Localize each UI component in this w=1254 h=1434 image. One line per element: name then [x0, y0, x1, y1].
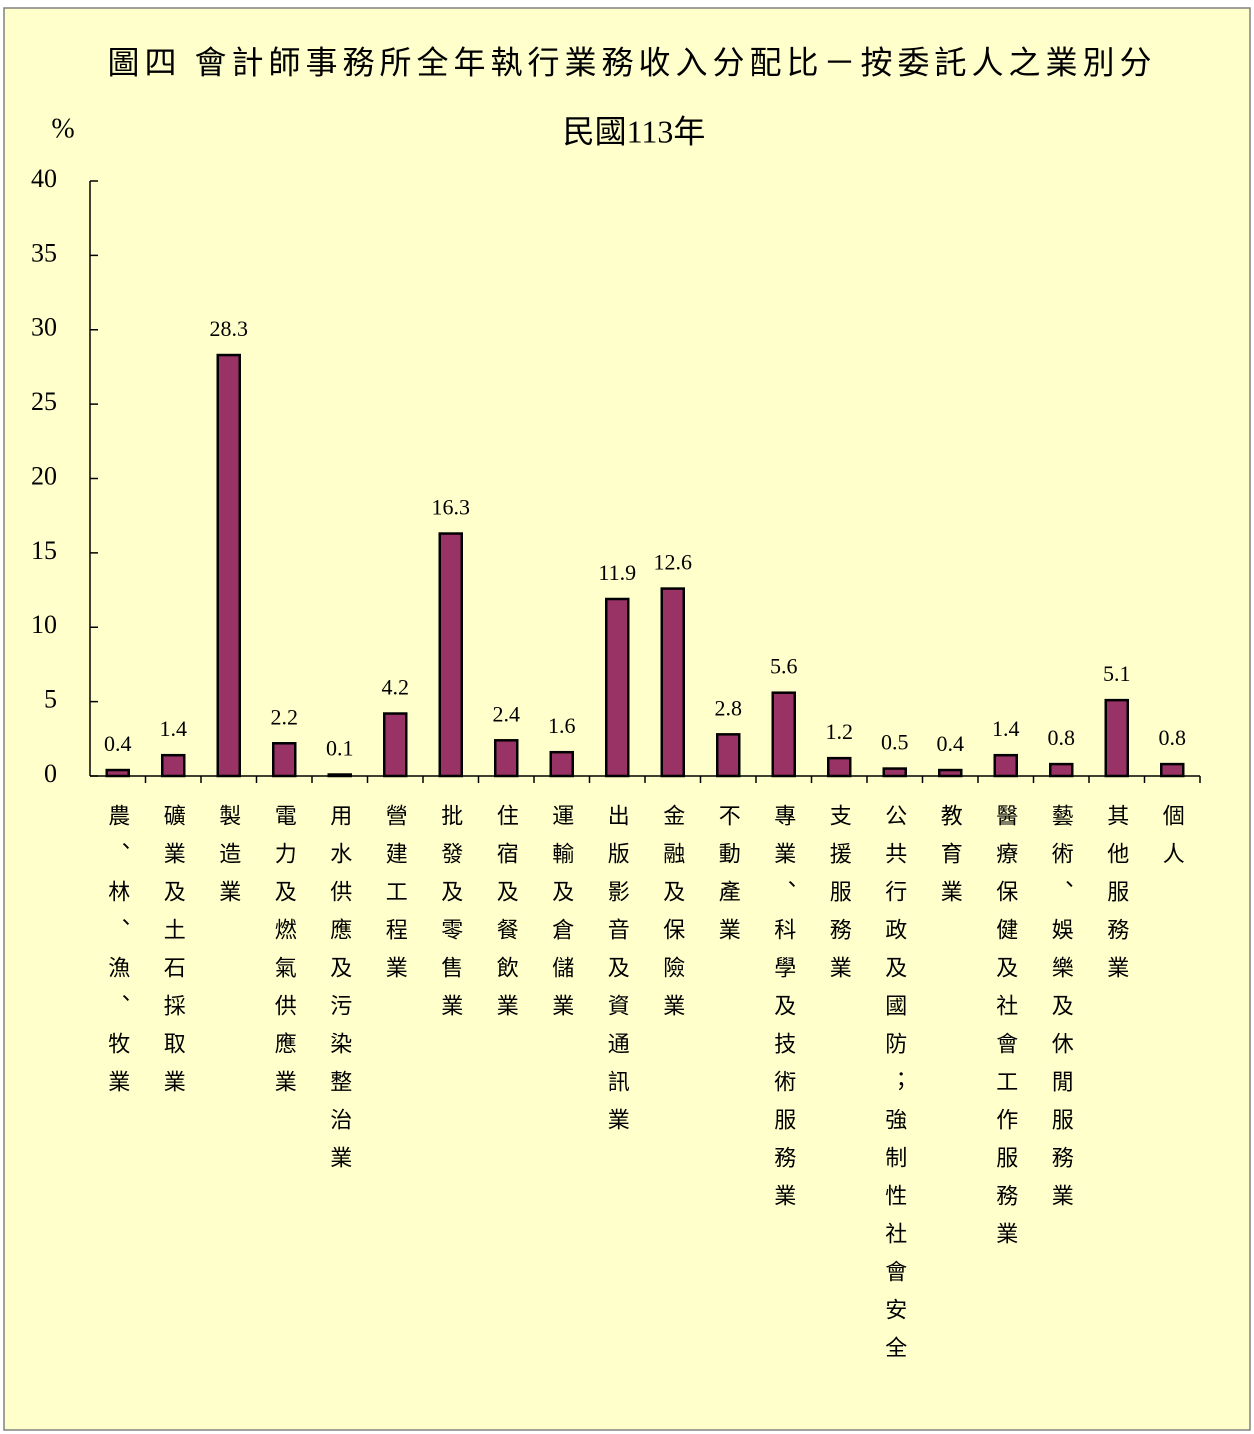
value-label: 2.2: [271, 704, 299, 729]
value-label: 0.8: [1048, 725, 1076, 750]
bar: [327, 773, 352, 778]
y-tick-label: 10: [31, 610, 57, 639]
value-label: 28.3: [210, 316, 249, 341]
y-tick-label: 0: [44, 759, 57, 788]
x-tick-label: 製造業: [216, 804, 241, 918]
value-label: 0.1: [326, 736, 354, 761]
bar: [1104, 698, 1129, 778]
bar: [216, 353, 241, 778]
y-tick-label: 20: [31, 461, 57, 490]
x-tick-label: 用水供應及污染整治業: [327, 804, 352, 1184]
x-tick-label: 個人: [1160, 804, 1185, 880]
x-tick-label: 電力及燃氣供應業: [272, 804, 297, 1108]
x-tick-label: 專業、科學及技術服務業: [771, 804, 796, 1222]
chart-title: 圖四 會計師事務所全年執行業務收入分配比－按委託人之業別分: [107, 44, 1156, 80]
bar: [827, 756, 852, 778]
x-tick-label: 藝術、娛樂及休閒服務業: [1049, 804, 1074, 1222]
value-label: 16.3: [432, 495, 471, 520]
bar: [438, 532, 463, 778]
bar: [1160, 762, 1185, 778]
x-tick-label: 醫療保健及社會工作服務業: [993, 804, 1018, 1260]
bar: [660, 587, 685, 778]
x-tick-label: 住宿及餐飲業: [494, 804, 519, 1032]
bar: [105, 768, 130, 778]
y-tick-label: 40: [31, 164, 57, 193]
value-label: 11.9: [598, 560, 636, 585]
chart-subtitle: 民國113年: [563, 113, 706, 149]
x-tick-label: 批發及零售業: [438, 804, 463, 1032]
bar: [605, 597, 630, 778]
value-label: 0.8: [1159, 725, 1187, 750]
bar: [771, 691, 796, 778]
x-tick-label: 教育業: [938, 804, 963, 918]
value-label: 1.6: [548, 713, 576, 738]
bar: [716, 733, 741, 778]
value-label: 4.2: [382, 675, 410, 700]
bar: [1049, 762, 1074, 778]
x-tick-label: 公共行政及國防；強制性社會安全: [882, 804, 907, 1374]
value-label: 0.4: [104, 731, 132, 756]
value-label: 1.4: [160, 716, 188, 741]
value-label: 1.2: [826, 719, 854, 744]
x-tick-label: 不動產業: [716, 804, 741, 956]
bar: [549, 750, 574, 778]
value-label: 5.1: [1103, 661, 1131, 686]
bar: [272, 742, 297, 778]
bar: [882, 767, 907, 778]
bar: [383, 712, 408, 778]
x-tick-label: 農、林、漁、牧業: [105, 804, 130, 1108]
value-label: 0.4: [937, 731, 965, 756]
x-tick-label: 營建工程業: [383, 804, 408, 994]
x-tick-label: 礦業及土石採取業: [161, 804, 186, 1108]
value-label: 2.8: [715, 695, 743, 720]
value-label: 1.4: [992, 716, 1020, 741]
y-tick-label: 25: [31, 387, 57, 416]
y-axis-label: %: [51, 113, 74, 144]
x-tick-label: 支援服務業: [827, 804, 852, 994]
value-label: 0.5: [881, 730, 909, 755]
x-tick-label: 運輸及倉儲業: [549, 804, 574, 1032]
bar: [161, 753, 186, 778]
y-tick-label: 35: [31, 238, 57, 267]
x-tick-label: 金融及保險業: [660, 804, 685, 1032]
y-tick-label: 15: [31, 536, 57, 565]
y-tick-label: 30: [31, 313, 57, 342]
bar: [938, 768, 963, 778]
y-tick-label: 5: [44, 685, 57, 714]
value-label: 12.6: [654, 550, 693, 575]
value-label: 2.4: [493, 701, 521, 726]
bar: [494, 739, 519, 778]
bar: [993, 753, 1018, 778]
value-label: 5.6: [770, 654, 798, 679]
x-tick-label: 其他服務業: [1104, 804, 1129, 994]
x-tick-label: 出版影音及資通訊業: [605, 804, 630, 1146]
